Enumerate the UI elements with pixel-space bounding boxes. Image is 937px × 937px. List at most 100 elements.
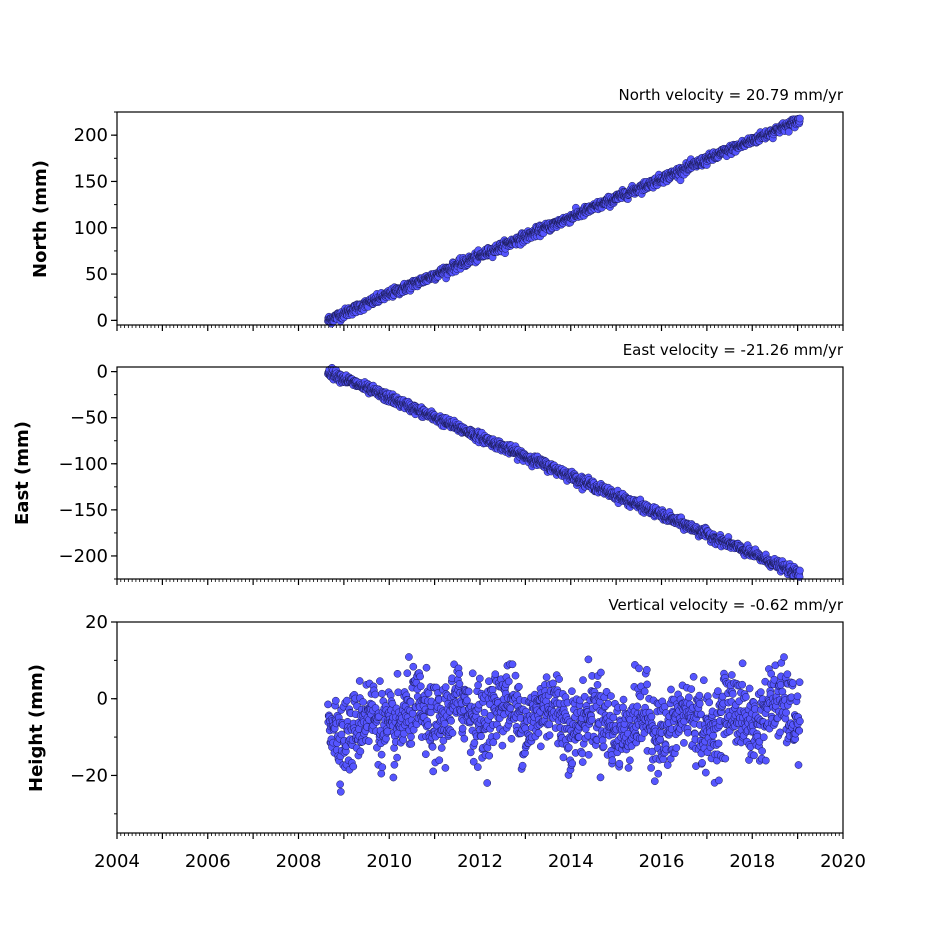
y-tick-label: −150 [59, 500, 108, 521]
data-point [545, 720, 554, 729]
data-point [796, 566, 804, 575]
data-point [596, 773, 605, 782]
data-point [383, 727, 392, 736]
data-point [680, 739, 688, 747]
x-tick-label: 2020 [820, 851, 866, 872]
data-point [424, 721, 433, 730]
east-x-ticks [116, 579, 844, 585]
data-point [421, 750, 430, 759]
y-tick-label: 0 [97, 362, 108, 383]
data-point [738, 680, 747, 689]
data-point [331, 696, 340, 705]
x-tick-label: 2014 [548, 851, 594, 872]
height-panel: Vertical velocity = -0.62 mm/yr Height (… [26, 596, 866, 872]
data-point [626, 756, 634, 765]
east-panel-title: East velocity = -21.26 mm/yr [623, 341, 844, 359]
east-data-points [324, 363, 804, 581]
data-point [672, 744, 681, 752]
data-point [403, 669, 412, 678]
data-point [485, 751, 494, 760]
data-point [633, 702, 642, 711]
data-point [795, 726, 804, 735]
y-tick-label: 0 [97, 689, 108, 710]
data-point [647, 764, 655, 772]
data-point [761, 756, 770, 765]
data-point [667, 685, 675, 694]
data-point [458, 724, 467, 733]
data-point [608, 756, 617, 765]
x-tick-label: 2010 [366, 851, 412, 872]
data-point [437, 744, 446, 752]
y-tick-label: −100 [59, 454, 108, 475]
east-y-axis-label: East (mm) [12, 421, 33, 525]
data-point [475, 674, 484, 683]
data-point [349, 762, 358, 771]
data-point [508, 660, 517, 669]
data-point [555, 675, 563, 683]
data-point [593, 680, 602, 689]
data-point [728, 690, 737, 698]
data-point [578, 758, 587, 766]
data-point [489, 738, 498, 747]
data-point [703, 692, 712, 700]
data-point [455, 669, 464, 678]
data-point [687, 685, 696, 693]
data-point [784, 127, 793, 136]
data-point [758, 747, 766, 755]
data-point [447, 717, 455, 725]
data-point [504, 677, 513, 686]
data-point [378, 763, 387, 772]
data-point [405, 653, 413, 661]
data-point [355, 677, 364, 685]
data-point [776, 728, 784, 737]
data-point [422, 663, 431, 672]
data-point [689, 672, 698, 681]
data-point [378, 689, 386, 698]
y-tick-label: 20 [85, 612, 108, 633]
data-point [780, 653, 788, 661]
data-point [587, 715, 596, 724]
north-y-axis-label: North (mm) [30, 160, 51, 278]
north-panel-title: North velocity = 20.79 mm/yr [619, 86, 844, 104]
data-point [477, 732, 485, 741]
data-point [714, 739, 723, 748]
data-point [428, 743, 437, 751]
data-point [685, 693, 693, 702]
data-point [377, 769, 386, 778]
data-point [695, 699, 704, 708]
data-point [359, 698, 367, 706]
data-point [455, 680, 464, 688]
data-point [559, 753, 568, 762]
data-point [745, 684, 754, 693]
data-point [393, 669, 402, 678]
x-tick-label: 2016 [639, 851, 685, 872]
data-point [654, 769, 663, 778]
data-point [491, 670, 500, 679]
height-data-points [324, 653, 804, 796]
data-point [507, 734, 516, 743]
data-point [435, 756, 444, 765]
data-point [650, 777, 659, 786]
data-point [336, 787, 345, 796]
data-point [460, 734, 469, 743]
data-point [393, 753, 401, 762]
data-point [549, 679, 557, 688]
data-point [684, 728, 692, 737]
data-point [356, 747, 365, 756]
data-point [448, 729, 457, 737]
data-point [376, 677, 384, 685]
data-point [759, 733, 768, 742]
data-point [466, 748, 475, 757]
data-point [579, 676, 587, 684]
data-point [615, 759, 624, 768]
data-point [389, 773, 398, 782]
data-point [416, 672, 424, 681]
data-point [534, 729, 543, 737]
data-point [604, 699, 612, 708]
height-y-axis-label: Height (mm) [26, 664, 47, 792]
data-point [515, 682, 523, 691]
north-data-points [324, 114, 804, 328]
data-point [468, 669, 477, 678]
data-point [642, 665, 651, 674]
